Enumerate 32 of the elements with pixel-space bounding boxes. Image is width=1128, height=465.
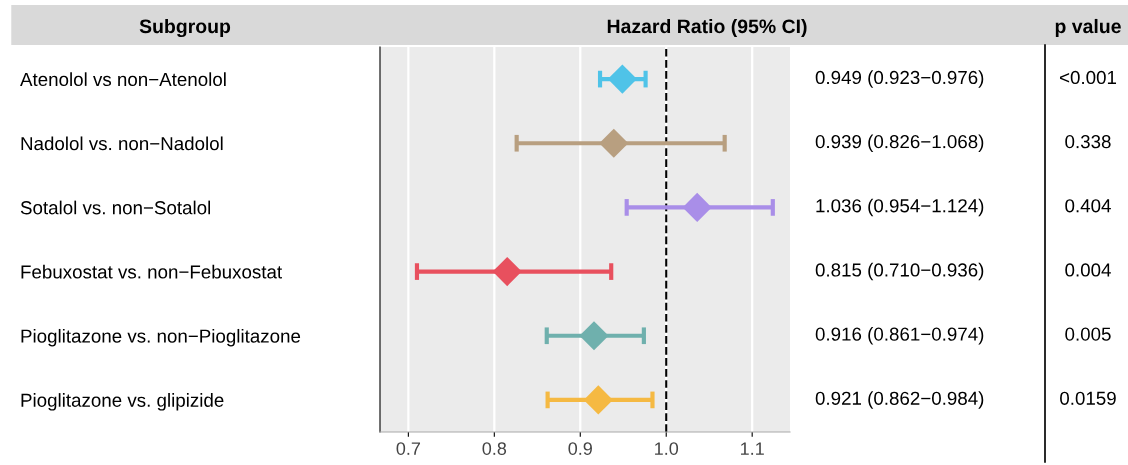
point — [583, 385, 613, 415]
data-label: 0.815 (0.710−0.936) — [815, 262, 984, 281]
x-tick-label: 0.8 — [482, 442, 507, 455]
data-label: 0.916 (0.861−0.974) — [815, 327, 984, 345]
x-tick-label: 1.1 — [741, 442, 764, 455]
data-label: 0.921 (0.862−0.984) — [815, 391, 984, 409]
text: p value — [1055, 18, 1121, 38]
data-label: 0.939 (0.826−1.068) — [815, 134, 984, 152]
text: 0.004 — [1065, 263, 1111, 277]
y-tick-label: Pioglitazone vs. non−Pioglitazone — [21, 328, 301, 347]
point — [607, 64, 637, 94]
chart-title: Hazard Ratio (95% CI) — [607, 18, 807, 38]
point — [682, 192, 712, 222]
y-tick-label: Sotalol vs. non−Sotalol — [20, 200, 211, 215]
x-tick-label: 0.9 — [568, 442, 592, 455]
text: 0.338 — [1065, 135, 1111, 149]
point — [492, 257, 522, 287]
x-tick-label: 0.7 — [396, 442, 421, 455]
y-tick-label: Febuxostat vs. non−Febuxostat — [21, 264, 282, 279]
point — [599, 128, 629, 158]
data-label: 0.949 (0.923−0.976) — [815, 70, 984, 88]
text: Subgroup — [139, 18, 231, 38]
text: 0.005 — [1065, 327, 1111, 341]
x-tick-label: 1.0 — [655, 442, 679, 455]
point — [579, 321, 609, 351]
text: 0.0159 — [1060, 391, 1116, 405]
data-label: 1.036 (0.954−1.124) — [816, 198, 984, 217]
y-tick-label: Atenolol vs non−Atenolol — [20, 72, 226, 87]
y-tick-label: Nadolol vs. non−Nadolol — [21, 136, 223, 151]
text: <0.001 — [1059, 70, 1117, 85]
y-tick-label: Pioglitazone vs. glipizide — [21, 393, 224, 411]
text: 0.404 — [1065, 199, 1111, 213]
